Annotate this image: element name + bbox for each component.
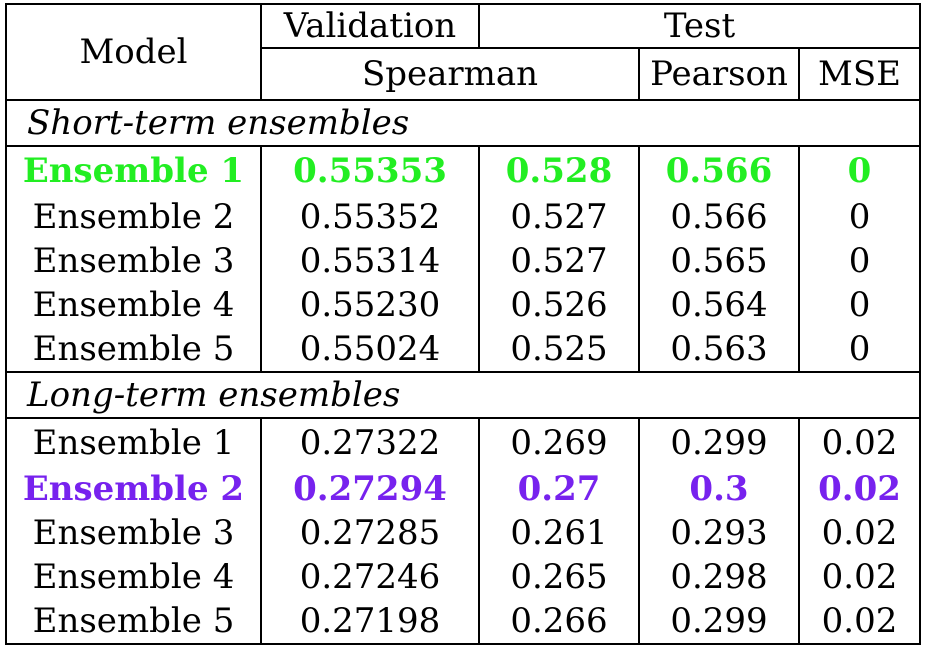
test-pearson-cell: 0.566 [638, 146, 800, 195]
table-row: Ensemble 2 0.55352 0.527 0.566 0 [5, 195, 922, 239]
model-cell: Ensemble 3 [5, 511, 262, 555]
test-spearman-cell: 0.269 [478, 418, 640, 467]
test-mse-cell: 0 [797, 327, 922, 373]
validation-spearman-cell: 0.55352 [260, 195, 480, 239]
test-mse-cell: 0.02 [797, 418, 922, 467]
header-spearman: Spearman [260, 47, 640, 101]
test-pearson-cell: 0.293 [638, 511, 800, 555]
test-mse-cell: 0 [797, 146, 922, 195]
model-cell: Ensemble 1 [5, 418, 262, 467]
test-pearson-cell: 0.566 [638, 195, 800, 239]
test-pearson-cell: 0.563 [638, 327, 800, 373]
model-cell: Ensemble 4 [5, 283, 262, 327]
test-spearman-cell: 0.266 [478, 599, 640, 645]
header-mse: MSE [797, 47, 922, 101]
test-mse-cell: 0 [797, 283, 922, 327]
validation-spearman-cell: 0.55353 [260, 146, 480, 195]
test-mse-cell: 0 [797, 239, 922, 283]
header-row-2: Spearman Pearson MSE [6, 47, 922, 101]
table-row: Ensemble 4 0.55230 0.526 0.564 0 [5, 283, 922, 327]
test-spearman-cell: 0.261 [478, 511, 640, 555]
results-table: Model Validation Test Spearman Pearson M… [4, 3, 922, 645]
test-pearson-cell: 0.298 [638, 555, 800, 599]
section-title: Long-term ensembles [4, 371, 922, 419]
header-row-1: Model Validation Test [5, 3, 922, 101]
test-pearson-cell: 0.299 [638, 599, 800, 645]
test-mse-cell: 0.02 [797, 555, 922, 599]
validation-spearman-cell: 0.27285 [260, 511, 480, 555]
model-cell: Ensemble 4 [5, 555, 262, 599]
test-spearman-cell: 0.526 [478, 283, 640, 327]
results-table-container: Model Validation Test Spearman Pearson M… [4, 3, 922, 645]
test-pearson-cell: 0.564 [638, 283, 800, 327]
validation-spearman-cell: 0.27246 [260, 555, 480, 599]
table-row: Ensemble 3 0.55314 0.527 0.565 0 [5, 239, 922, 283]
test-mse-cell: 0.02 [797, 599, 922, 645]
validation-spearman-cell: 0.27198 [260, 599, 480, 645]
header-validation: Validation [260, 3, 480, 49]
test-pearson-cell: 0.3 [638, 467, 800, 511]
model-cell: Ensemble 3 [5, 239, 262, 283]
test-mse-cell: 0.02 [797, 467, 922, 511]
table-row: Ensemble 1 0.55353 0.528 0.566 0 [5, 146, 922, 195]
validation-spearman-cell: 0.55230 [260, 283, 480, 327]
table-row: Ensemble 5 0.55024 0.525 0.563 0 [5, 327, 922, 373]
model-cell: Ensemble 5 [5, 327, 262, 373]
validation-spearman-cell: 0.27294 [260, 467, 480, 511]
section-header-row: Long-term ensembles [4, 371, 922, 419]
model-cell: Ensemble 1 [5, 146, 262, 195]
test-spearman-cell: 0.527 [478, 239, 640, 283]
header-test: Test [477, 3, 922, 49]
table-row: Ensemble 5 0.27198 0.266 0.299 0.02 [5, 599, 922, 645]
test-pearson-cell: 0.299 [638, 418, 800, 467]
test-spearman-cell: 0.27 [478, 467, 640, 511]
table-row: Ensemble 2 0.27294 0.27 0.3 0.02 [5, 467, 922, 511]
test-pearson-cell: 0.565 [638, 239, 800, 283]
test-spearman-cell: 0.527 [478, 195, 640, 239]
test-mse-cell: 0.02 [797, 511, 922, 555]
header-pearson: Pearson [638, 47, 800, 101]
table-row: Ensemble 4 0.27246 0.265 0.298 0.02 [5, 555, 922, 599]
table-row: Ensemble 3 0.27285 0.261 0.293 0.02 [5, 511, 922, 555]
table-row: Ensemble 1 0.27322 0.269 0.299 0.02 [5, 418, 922, 467]
test-spearman-cell: 0.528 [478, 146, 640, 195]
section-header-row: Short-term ensembles [4, 99, 922, 147]
header-model: Model [5, 3, 262, 101]
test-spearman-cell: 0.525 [478, 327, 640, 373]
model-cell: Ensemble 2 [5, 195, 262, 239]
section-title: Short-term ensembles [4, 99, 922, 147]
validation-spearman-cell: 0.55314 [260, 239, 480, 283]
model-cell: Ensemble 5 [5, 599, 262, 645]
validation-spearman-cell: 0.55024 [260, 327, 480, 373]
validation-spearman-cell: 0.27322 [260, 418, 480, 467]
test-spearman-cell: 0.265 [478, 555, 640, 599]
test-mse-cell: 0 [797, 195, 922, 239]
model-cell: Ensemble 2 [5, 467, 262, 511]
results-table-body: Model Validation Test Spearman Pearson M… [4, 3, 922, 645]
